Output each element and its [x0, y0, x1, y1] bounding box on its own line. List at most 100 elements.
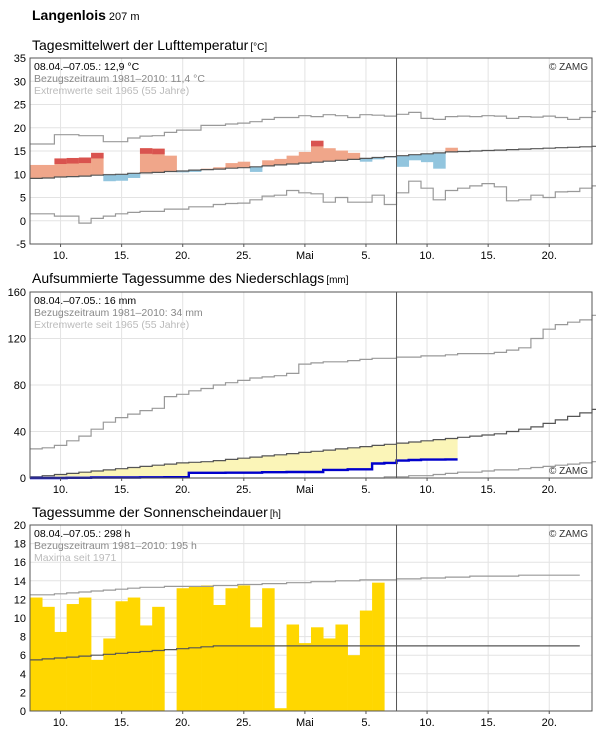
info-line: Bezugszeitraum 1981–2010: 195 h	[34, 540, 197, 552]
temperature-bar-extreme	[91, 152, 104, 159]
station-elevation: 207 m	[108, 11, 140, 23]
x-tick-label: 20.	[175, 717, 190, 729]
x-tick-label: Mai	[296, 484, 314, 496]
sunshine-title-text: Tagessumme der Sonnenscheindauer	[32, 504, 268, 520]
sunshine-bar	[152, 606, 165, 711]
x-tick-label: 20.	[175, 250, 190, 262]
temperature-max-extreme-line	[30, 110, 596, 145]
x-tick-label: 15.	[481, 250, 496, 262]
info-line: Bezugszeitraum 1981–2010: 34 mm	[34, 307, 203, 319]
x-tick-label: Mai	[296, 717, 314, 729]
plot-frame	[29, 57, 593, 245]
x-tick-label: 20.	[542, 484, 557, 496]
info-line: 08.04.–07.05.: 16 mm	[34, 295, 136, 307]
info-line: Bezugszeitraum 1981–2010: 11,4 °C	[34, 73, 205, 85]
x-tick-label: 20.	[542, 717, 557, 729]
y-tick-label: 20	[14, 123, 26, 135]
temperature-bar	[420, 153, 434, 163]
x-tick-label: 15.	[481, 717, 496, 729]
plot-frame	[29, 291, 593, 479]
x-tick-label: 15.	[114, 484, 129, 496]
sunshine-bar	[176, 588, 190, 711]
temperature-bar	[164, 155, 177, 172]
chart-panel-1: 0 40 80 120 160 10. 15. 20. 25. Mai 5. 10. 15. 20. 08.…	[8, 287, 596, 496]
y-tick-label: 160	[8, 287, 26, 299]
sunshine-bar	[54, 631, 67, 711]
sunshine-bar	[30, 597, 43, 711]
x-tick-label: 10.	[419, 717, 434, 729]
temperature-bar	[213, 167, 226, 170]
sunshine-bar	[213, 604, 226, 711]
x-tick-label: 15.	[114, 717, 129, 729]
temperature-bar	[188, 170, 202, 172]
x-tick-label: 15.	[114, 250, 129, 262]
sunshine-bar	[225, 588, 238, 711]
sunshine-bar	[298, 643, 312, 711]
precipitation-title-text: Aufsummierte Tagessumme des Niederschlag…	[32, 270, 325, 286]
temperature-bar	[262, 160, 275, 166]
sunshine-bar	[311, 627, 324, 711]
y-tick-label: 5	[20, 193, 26, 205]
sunshine-unit: [h]	[269, 509, 281, 520]
x-tick-label: Mai	[296, 250, 314, 262]
temperature-bar	[396, 155, 410, 167]
sunshine-bar	[237, 585, 251, 711]
x-tick-label: 25.	[236, 250, 251, 262]
y-tick-label: 8	[20, 632, 26, 644]
temperature-bar	[372, 157, 385, 160]
y-tick-label: 10	[14, 169, 26, 181]
sunshine-bar	[359, 610, 373, 711]
info-line: Extremwerte seit 1965 (55 Jahre)	[34, 85, 189, 97]
temperature-normal-line	[30, 145, 596, 179]
y-tick-label: 16	[14, 557, 26, 569]
copyright-label: © ZAMG	[549, 529, 588, 540]
info-line: 08.04.–07.05.: 298 h	[34, 528, 130, 540]
temperature-bar-extreme	[139, 148, 153, 154]
sunshine-chart-title: Tagessumme der Sonnenscheindauer [h]	[32, 504, 281, 520]
temperature-bar	[359, 158, 373, 162]
chart-panel-0: -5 0 5 10 15 20 25 30 35 10. 15. 20. 25. Mai 5. 10. 15. 2…	[14, 53, 596, 262]
sunshine-bar	[274, 708, 287, 711]
temperature-bar	[298, 151, 312, 164]
y-tick-label: 0	[20, 216, 26, 228]
copyright-label: © ZAMG	[549, 466, 588, 477]
sunshine-bar	[347, 655, 361, 711]
plot-frame	[29, 524, 593, 712]
sunshine-bar	[188, 586, 202, 711]
temperature-bar	[176, 170, 190, 173]
y-tick-label: 20	[14, 520, 26, 532]
sunshine-bar	[286, 624, 300, 711]
y-tick-label: -5	[16, 239, 26, 251]
y-tick-label: 2	[20, 687, 26, 699]
y-tick-label: 14	[14, 576, 26, 588]
sunshine-bar	[335, 624, 348, 711]
x-tick-label: 10.	[419, 484, 434, 496]
temperature-min-extreme-line	[30, 180, 596, 224]
temperature-title-text: Tagesmittelwert der Lufttemperatur	[32, 37, 249, 53]
temperature-bar	[249, 166, 263, 172]
y-tick-label: 18	[14, 539, 26, 551]
y-tick-label: 15	[14, 146, 26, 158]
temperature-bar	[274, 158, 287, 165]
temperature-bar	[103, 174, 116, 182]
temperature-bar	[115, 174, 129, 181]
y-tick-label: 12	[14, 594, 26, 606]
sunshine-bar	[249, 627, 263, 711]
station-header: Langenlois 207 m	[32, 7, 139, 23]
temperature-bar	[139, 148, 153, 173]
x-tick-label: 10.	[419, 250, 434, 262]
x-tick-label: 5.	[361, 717, 370, 729]
x-tick-label: 10.	[53, 250, 68, 262]
temperature-bar-extreme	[311, 140, 324, 147]
x-tick-label: 10.	[53, 717, 68, 729]
sunshine-normal-line	[30, 645, 580, 661]
x-tick-label: 5.	[361, 250, 370, 262]
y-tick-label: 4	[20, 669, 26, 681]
y-tick-label: 10	[14, 613, 26, 625]
copyright-label: © ZAMG	[549, 62, 588, 73]
precipitation-normal-line	[30, 408, 596, 478]
temperature-chart-title: Tagesmittelwert der Lufttemperatur [°C]	[32, 37, 267, 53]
temperature-bar-extreme	[152, 148, 165, 155]
sunshine-bar	[262, 588, 275, 711]
temperature-bar	[127, 173, 141, 178]
